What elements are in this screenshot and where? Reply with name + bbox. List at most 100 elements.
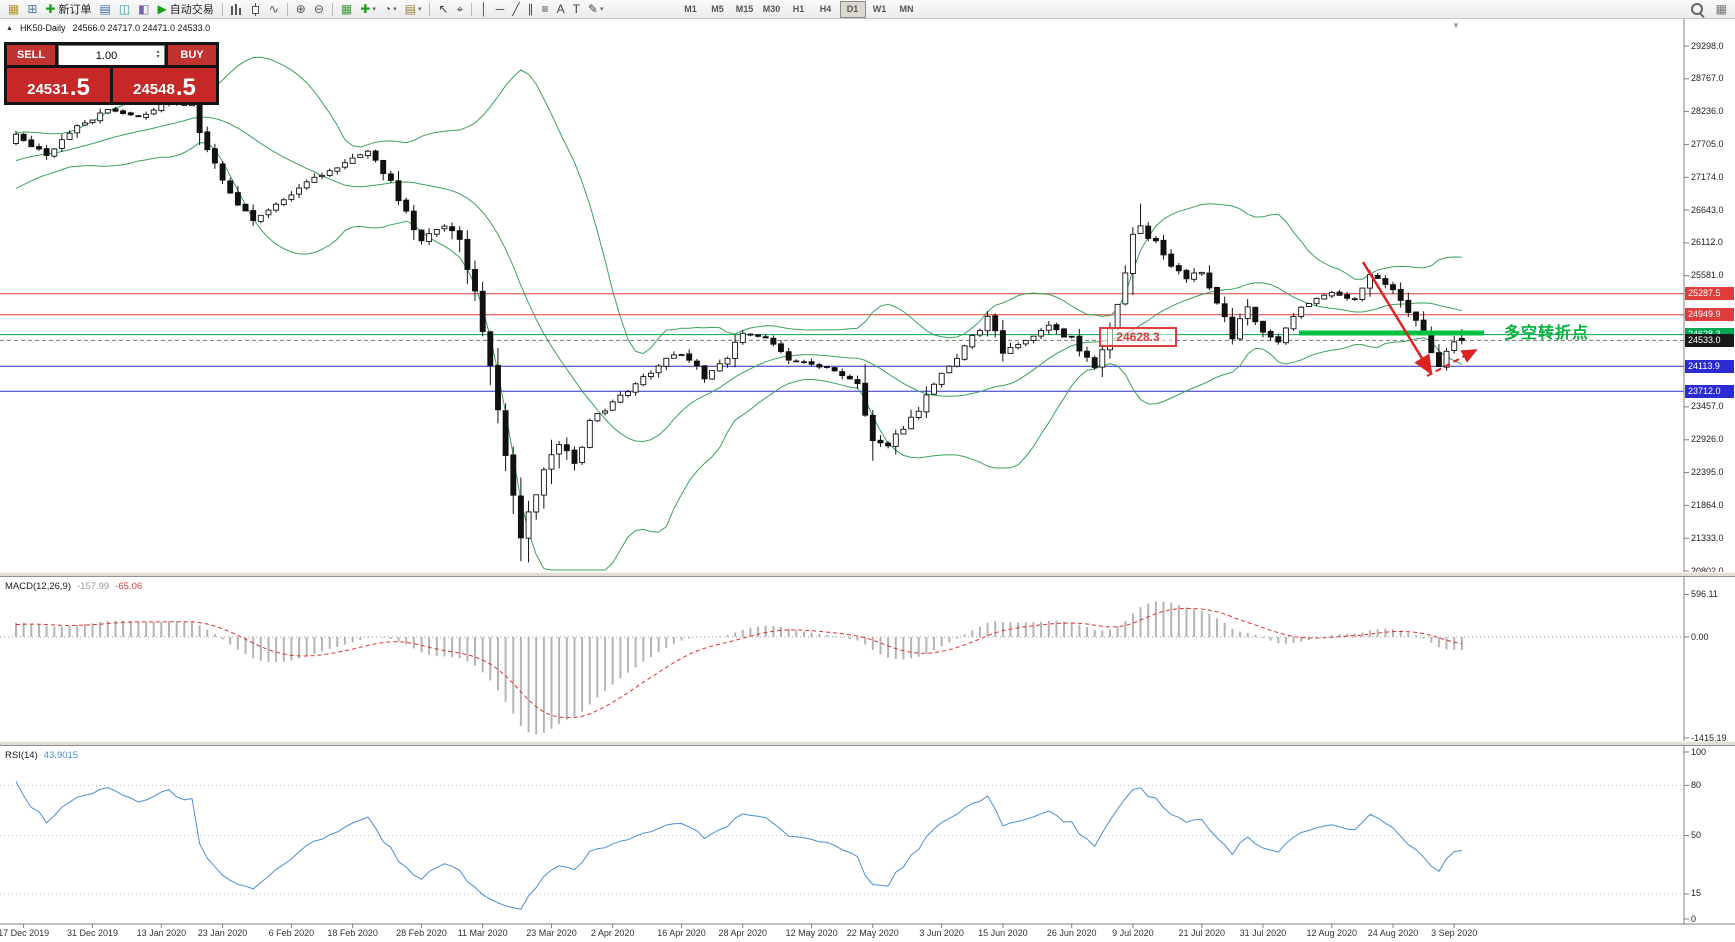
turning-point-label[interactable]: 多空转折点 xyxy=(1504,325,1590,342)
timeframe-m15[interactable]: M15 xyxy=(735,3,754,14)
new-order-button: ✚ xyxy=(45,2,56,16)
autotrading-button[interactable]: ▶ 自动交易 xyxy=(154,0,218,19)
drawn-annotations[interactable] xyxy=(1299,261,1484,377)
periods-button[interactable]: ◔ ▾ xyxy=(380,0,401,19)
macd-name: MACD(12,26,9) xyxy=(5,581,71,592)
timeframe-m30[interactable]: M30 xyxy=(762,3,781,14)
cursor-icon: ↖ xyxy=(438,2,449,16)
bounce-arrow-annotation xyxy=(1426,349,1478,377)
bar-chart-icon xyxy=(230,3,242,15)
trendline-icon: ╱ xyxy=(512,2,520,16)
shapes-icon-dropdown-arrow[interactable]: ▾ xyxy=(599,6,604,13)
symbol-name: HK50-Daily xyxy=(19,23,66,33)
timeframe-h1[interactable]: H1 xyxy=(792,3,805,14)
templates-button-dropdown-arrow[interactable]: ▾ xyxy=(417,6,422,13)
candlesticks xyxy=(13,94,1465,563)
candlestick-chart-icon[interactable] xyxy=(246,0,265,19)
volume-stepper[interactable]: ▴ ▾ xyxy=(153,46,163,64)
one-click-trading-panel: SELL ▴▾ BUY 24531.5 24548.5 xyxy=(4,42,219,105)
horizontal-line-icon[interactable]: ─ xyxy=(492,0,509,19)
timeframe-mn[interactable]: MN xyxy=(899,3,914,14)
new-chart-icon: ⊞ xyxy=(27,2,38,16)
rsi-indicator-label: RSI(14) 43.9015 xyxy=(5,750,78,761)
toolbar-separator xyxy=(429,2,431,16)
timeframe-w1[interactable]: W1 xyxy=(872,3,887,14)
level-price-annotation[interactable]: 24628.3 xyxy=(1099,327,1177,347)
trendline-icon[interactable]: ╱ xyxy=(508,0,523,19)
layout-icon: ▦ xyxy=(1715,2,1727,16)
line-chart-icon: ∿ xyxy=(268,2,279,16)
templates-button[interactable]: ▤ ▾ xyxy=(401,0,426,19)
volume-box: ▴▾ xyxy=(58,45,165,65)
cursor-icon[interactable]: ↖ xyxy=(434,0,452,19)
navigator-icon[interactable]: ◧ xyxy=(134,0,153,19)
timeframe-h4[interactable]: H4 xyxy=(819,3,832,14)
zoom-in-icon[interactable]: ⊕ xyxy=(292,0,310,19)
channel-icon[interactable]: ∥ xyxy=(524,0,538,19)
fibonacci-icon[interactable]: ≡ xyxy=(538,0,553,19)
charts-window-icon[interactable]: ▦ xyxy=(4,0,23,19)
rsi-value: 43.9015 xyxy=(43,750,79,761)
macd-signal-value: -65.06 xyxy=(115,581,143,592)
navigator-icon: ◧ xyxy=(138,2,150,16)
vertical-line-icon[interactable]: │ xyxy=(476,0,492,19)
buy-button[interactable]: BUY xyxy=(168,45,216,65)
label-icon[interactable]: T xyxy=(569,0,584,19)
periods-button: ◔ xyxy=(383,2,392,16)
indicators-button: ✚ xyxy=(360,2,371,16)
rsi-panel-splitter[interactable] xyxy=(0,741,1735,746)
toolbar-separator xyxy=(471,2,473,16)
search-icon[interactable] xyxy=(1687,0,1707,19)
candlestick-chart-icon xyxy=(250,2,261,16)
sell-button[interactable]: SELL xyxy=(7,45,55,65)
sell-price-display[interactable]: 24531.5 xyxy=(7,68,110,102)
volume-down-icon[interactable]: ▾ xyxy=(156,54,160,60)
volume-input[interactable] xyxy=(59,47,164,65)
horizontal-line-icon: ─ xyxy=(495,2,505,16)
indicators-button[interactable]: ✚ ▾ xyxy=(356,0,380,19)
market-watch-icon[interactable]: ▤ xyxy=(95,0,114,19)
fibonacci-icon: ≡ xyxy=(541,2,549,16)
zoom-out-icon: ⊖ xyxy=(313,2,324,16)
volume-up-icon[interactable]: ▴ xyxy=(156,49,160,55)
macd-signal-line xyxy=(15,607,1463,719)
tile-windows-icon[interactable]: ▦ xyxy=(337,0,356,19)
label-icon: T xyxy=(572,2,580,16)
indicators-button-dropdown-arrow[interactable]: ▾ xyxy=(372,6,376,13)
new-order-button[interactable]: ✚ 新订单 xyxy=(41,0,95,19)
rsi-name: RSI(14) xyxy=(5,750,38,761)
timeframe-d1[interactable]: D1 xyxy=(839,0,866,18)
toolbar-right-icons: ▦ xyxy=(1687,0,1731,19)
zoom-out-icon[interactable]: ⊖ xyxy=(310,0,328,19)
bar-chart-icon[interactable] xyxy=(227,0,246,19)
layout-icon[interactable]: ▦ xyxy=(1712,0,1731,19)
shapes-icon[interactable]: ✎ ▾ xyxy=(584,0,608,19)
one-click-collapse-icon[interactable]: ▲ xyxy=(6,24,13,32)
new-chart-icon[interactable]: ⊞ xyxy=(23,0,41,19)
toolbar-separator xyxy=(221,2,223,16)
data-window-icon: ◫ xyxy=(118,2,131,16)
market-watch-icon: ▤ xyxy=(99,2,111,16)
chart-shift-marker-icon: ▼ xyxy=(1452,21,1460,30)
macd-panel-splitter[interactable] xyxy=(0,572,1735,577)
data-window-icon[interactable]: ◫ xyxy=(115,0,134,19)
toolbar-separator xyxy=(286,2,288,16)
shapes-icon: ✎ xyxy=(587,2,598,16)
autotrading-button-label: 自动交易 xyxy=(169,4,214,16)
axes xyxy=(0,19,1735,928)
buy-price-display[interactable]: 24548.5 xyxy=(113,68,216,102)
autotrading-button: ▶ xyxy=(157,2,167,16)
vertical-line-icon: │ xyxy=(480,2,488,16)
timeframe-m1[interactable]: M1 xyxy=(684,3,697,14)
periods-button-dropdown-arrow[interactable]: ▾ xyxy=(393,6,397,13)
crosshair-icon[interactable]: ⌖ xyxy=(453,0,468,19)
text-icon: A xyxy=(556,2,565,16)
timeframe-m5[interactable]: M5 xyxy=(711,3,724,14)
search-icon xyxy=(1690,3,1703,15)
timeframe-group: M1 M5 M15 M30 H1 H4 D1 W1 MN xyxy=(678,0,920,18)
line-chart-icon[interactable]: ∿ xyxy=(265,0,283,19)
text-icon[interactable]: A xyxy=(553,0,569,19)
chart-title: ▲ HK50-Daily 24566.0 24717.0 24471.0 245… xyxy=(6,23,210,33)
